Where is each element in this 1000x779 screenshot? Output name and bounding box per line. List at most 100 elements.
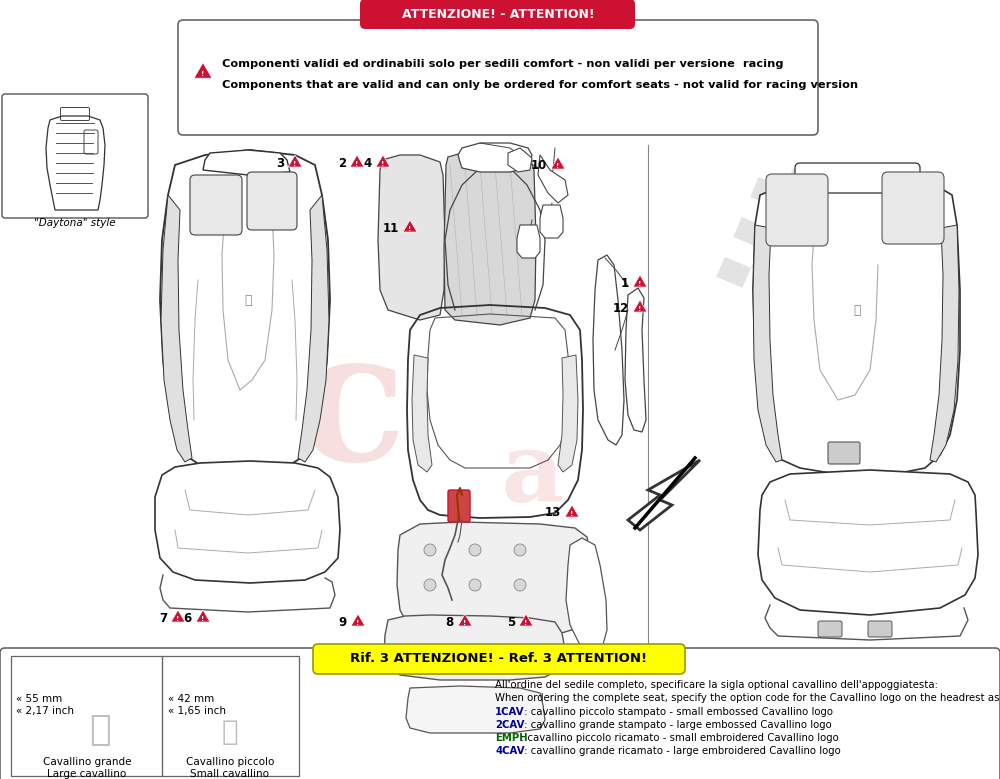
Polygon shape bbox=[406, 686, 545, 733]
Text: 11: 11 bbox=[383, 221, 399, 234]
Polygon shape bbox=[628, 460, 700, 530]
Polygon shape bbox=[171, 610, 185, 622]
Circle shape bbox=[469, 579, 481, 591]
Text: Componenti validi ed ordinabili solo per sedili comfort - non validi per version: Componenti validi ed ordinabili solo per… bbox=[222, 59, 784, 69]
Text: !: ! bbox=[556, 163, 560, 168]
Text: "Daytona" style: "Daytona" style bbox=[34, 218, 116, 228]
Polygon shape bbox=[519, 614, 533, 626]
FancyBboxPatch shape bbox=[360, 0, 635, 29]
FancyBboxPatch shape bbox=[766, 174, 828, 246]
Polygon shape bbox=[412, 355, 432, 472]
Polygon shape bbox=[384, 615, 565, 680]
Bar bbox=[768, 208, 802, 239]
Text: !: ! bbox=[355, 160, 359, 167]
FancyBboxPatch shape bbox=[190, 175, 242, 235]
Polygon shape bbox=[194, 62, 212, 78]
Text: !: ! bbox=[463, 619, 467, 626]
Polygon shape bbox=[538, 155, 568, 203]
Bar bbox=[872, 252, 907, 283]
Polygon shape bbox=[508, 148, 532, 172]
Polygon shape bbox=[155, 461, 340, 583]
Text: 🐎: 🐎 bbox=[853, 304, 861, 316]
Text: 9: 9 bbox=[339, 615, 347, 629]
Text: 8: 8 bbox=[446, 615, 454, 629]
Polygon shape bbox=[298, 195, 329, 462]
Text: : cavallino grande stampato - large embossed Cavallino logo: : cavallino grande stampato - large embo… bbox=[521, 720, 832, 730]
Polygon shape bbox=[288, 155, 302, 167]
Polygon shape bbox=[558, 355, 578, 472]
Bar bbox=[733, 217, 768, 248]
FancyBboxPatch shape bbox=[882, 172, 944, 244]
Bar bbox=[837, 190, 871, 221]
FancyBboxPatch shape bbox=[11, 656, 163, 776]
Text: 🐎: 🐎 bbox=[89, 713, 111, 747]
Polygon shape bbox=[376, 155, 390, 167]
Polygon shape bbox=[397, 522, 592, 637]
Polygon shape bbox=[403, 220, 417, 232]
FancyBboxPatch shape bbox=[795, 163, 920, 193]
Text: !: ! bbox=[293, 160, 297, 167]
Polygon shape bbox=[753, 180, 960, 475]
Bar bbox=[855, 292, 890, 323]
FancyBboxPatch shape bbox=[818, 621, 842, 637]
Polygon shape bbox=[378, 155, 445, 320]
Text: 4: 4 bbox=[364, 157, 372, 170]
Text: EMPH: EMPH bbox=[495, 733, 528, 743]
Bar bbox=[785, 239, 820, 270]
Bar bbox=[716, 257, 751, 287]
Text: « 55 mm
« 2,17 inch: « 55 mm « 2,17 inch bbox=[16, 694, 74, 716]
Text: 4CAV: 4CAV bbox=[495, 746, 525, 756]
Polygon shape bbox=[551, 157, 565, 169]
Polygon shape bbox=[758, 470, 978, 615]
Circle shape bbox=[469, 544, 481, 556]
Bar bbox=[803, 270, 838, 301]
Bar bbox=[769, 279, 803, 310]
Text: !: ! bbox=[381, 160, 385, 167]
Text: 5: 5 bbox=[507, 615, 515, 629]
Text: sc: sc bbox=[195, 322, 406, 498]
Polygon shape bbox=[161, 195, 192, 462]
Polygon shape bbox=[566, 538, 607, 652]
Polygon shape bbox=[633, 275, 647, 287]
Circle shape bbox=[514, 544, 526, 556]
Text: !: ! bbox=[524, 619, 528, 626]
Text: : cavallino piccolo stampato - small embossed Cavallino logo: : cavallino piccolo stampato - small emb… bbox=[521, 707, 833, 717]
Polygon shape bbox=[593, 255, 624, 445]
FancyBboxPatch shape bbox=[828, 442, 860, 464]
Text: 2CAV: 2CAV bbox=[495, 720, 524, 730]
FancyBboxPatch shape bbox=[313, 644, 685, 674]
Polygon shape bbox=[633, 300, 647, 312]
Text: « 42 mm
« 1,65 inch: « 42 mm « 1,65 inch bbox=[168, 694, 226, 716]
Text: Cavallino grande
Large cavallino: Cavallino grande Large cavallino bbox=[43, 757, 131, 779]
Text: !: ! bbox=[408, 226, 412, 231]
Text: 🐎: 🐎 bbox=[244, 294, 252, 306]
Text: 12: 12 bbox=[613, 301, 629, 315]
Text: 🐎: 🐎 bbox=[222, 718, 238, 746]
Polygon shape bbox=[203, 150, 290, 175]
Polygon shape bbox=[196, 610, 210, 622]
Bar bbox=[751, 248, 785, 279]
Bar bbox=[855, 221, 889, 252]
FancyBboxPatch shape bbox=[868, 621, 892, 637]
FancyBboxPatch shape bbox=[247, 172, 297, 230]
Text: !: ! bbox=[570, 510, 574, 516]
Text: Components that are valid and can only be ordered for comfort seats - not valid : Components that are valid and can only b… bbox=[222, 80, 858, 90]
Text: c       a: c a bbox=[205, 428, 564, 522]
Bar bbox=[785, 168, 819, 199]
Bar bbox=[820, 230, 855, 261]
Text: 1: 1 bbox=[621, 277, 629, 290]
Polygon shape bbox=[350, 155, 364, 167]
Text: 7: 7 bbox=[159, 612, 167, 625]
Text: 6: 6 bbox=[184, 612, 192, 625]
Text: 10: 10 bbox=[531, 158, 547, 171]
Circle shape bbox=[424, 579, 436, 591]
FancyBboxPatch shape bbox=[162, 656, 299, 776]
Text: !: ! bbox=[176, 615, 180, 622]
Polygon shape bbox=[753, 225, 782, 462]
Circle shape bbox=[514, 579, 526, 591]
Text: When ordering the complete seat, specify the option code for the Cavallino logo : When ordering the complete seat, specify… bbox=[495, 693, 1000, 703]
Polygon shape bbox=[540, 205, 563, 238]
Text: !: ! bbox=[201, 71, 205, 77]
Text: 13: 13 bbox=[545, 506, 561, 520]
Polygon shape bbox=[930, 225, 959, 462]
